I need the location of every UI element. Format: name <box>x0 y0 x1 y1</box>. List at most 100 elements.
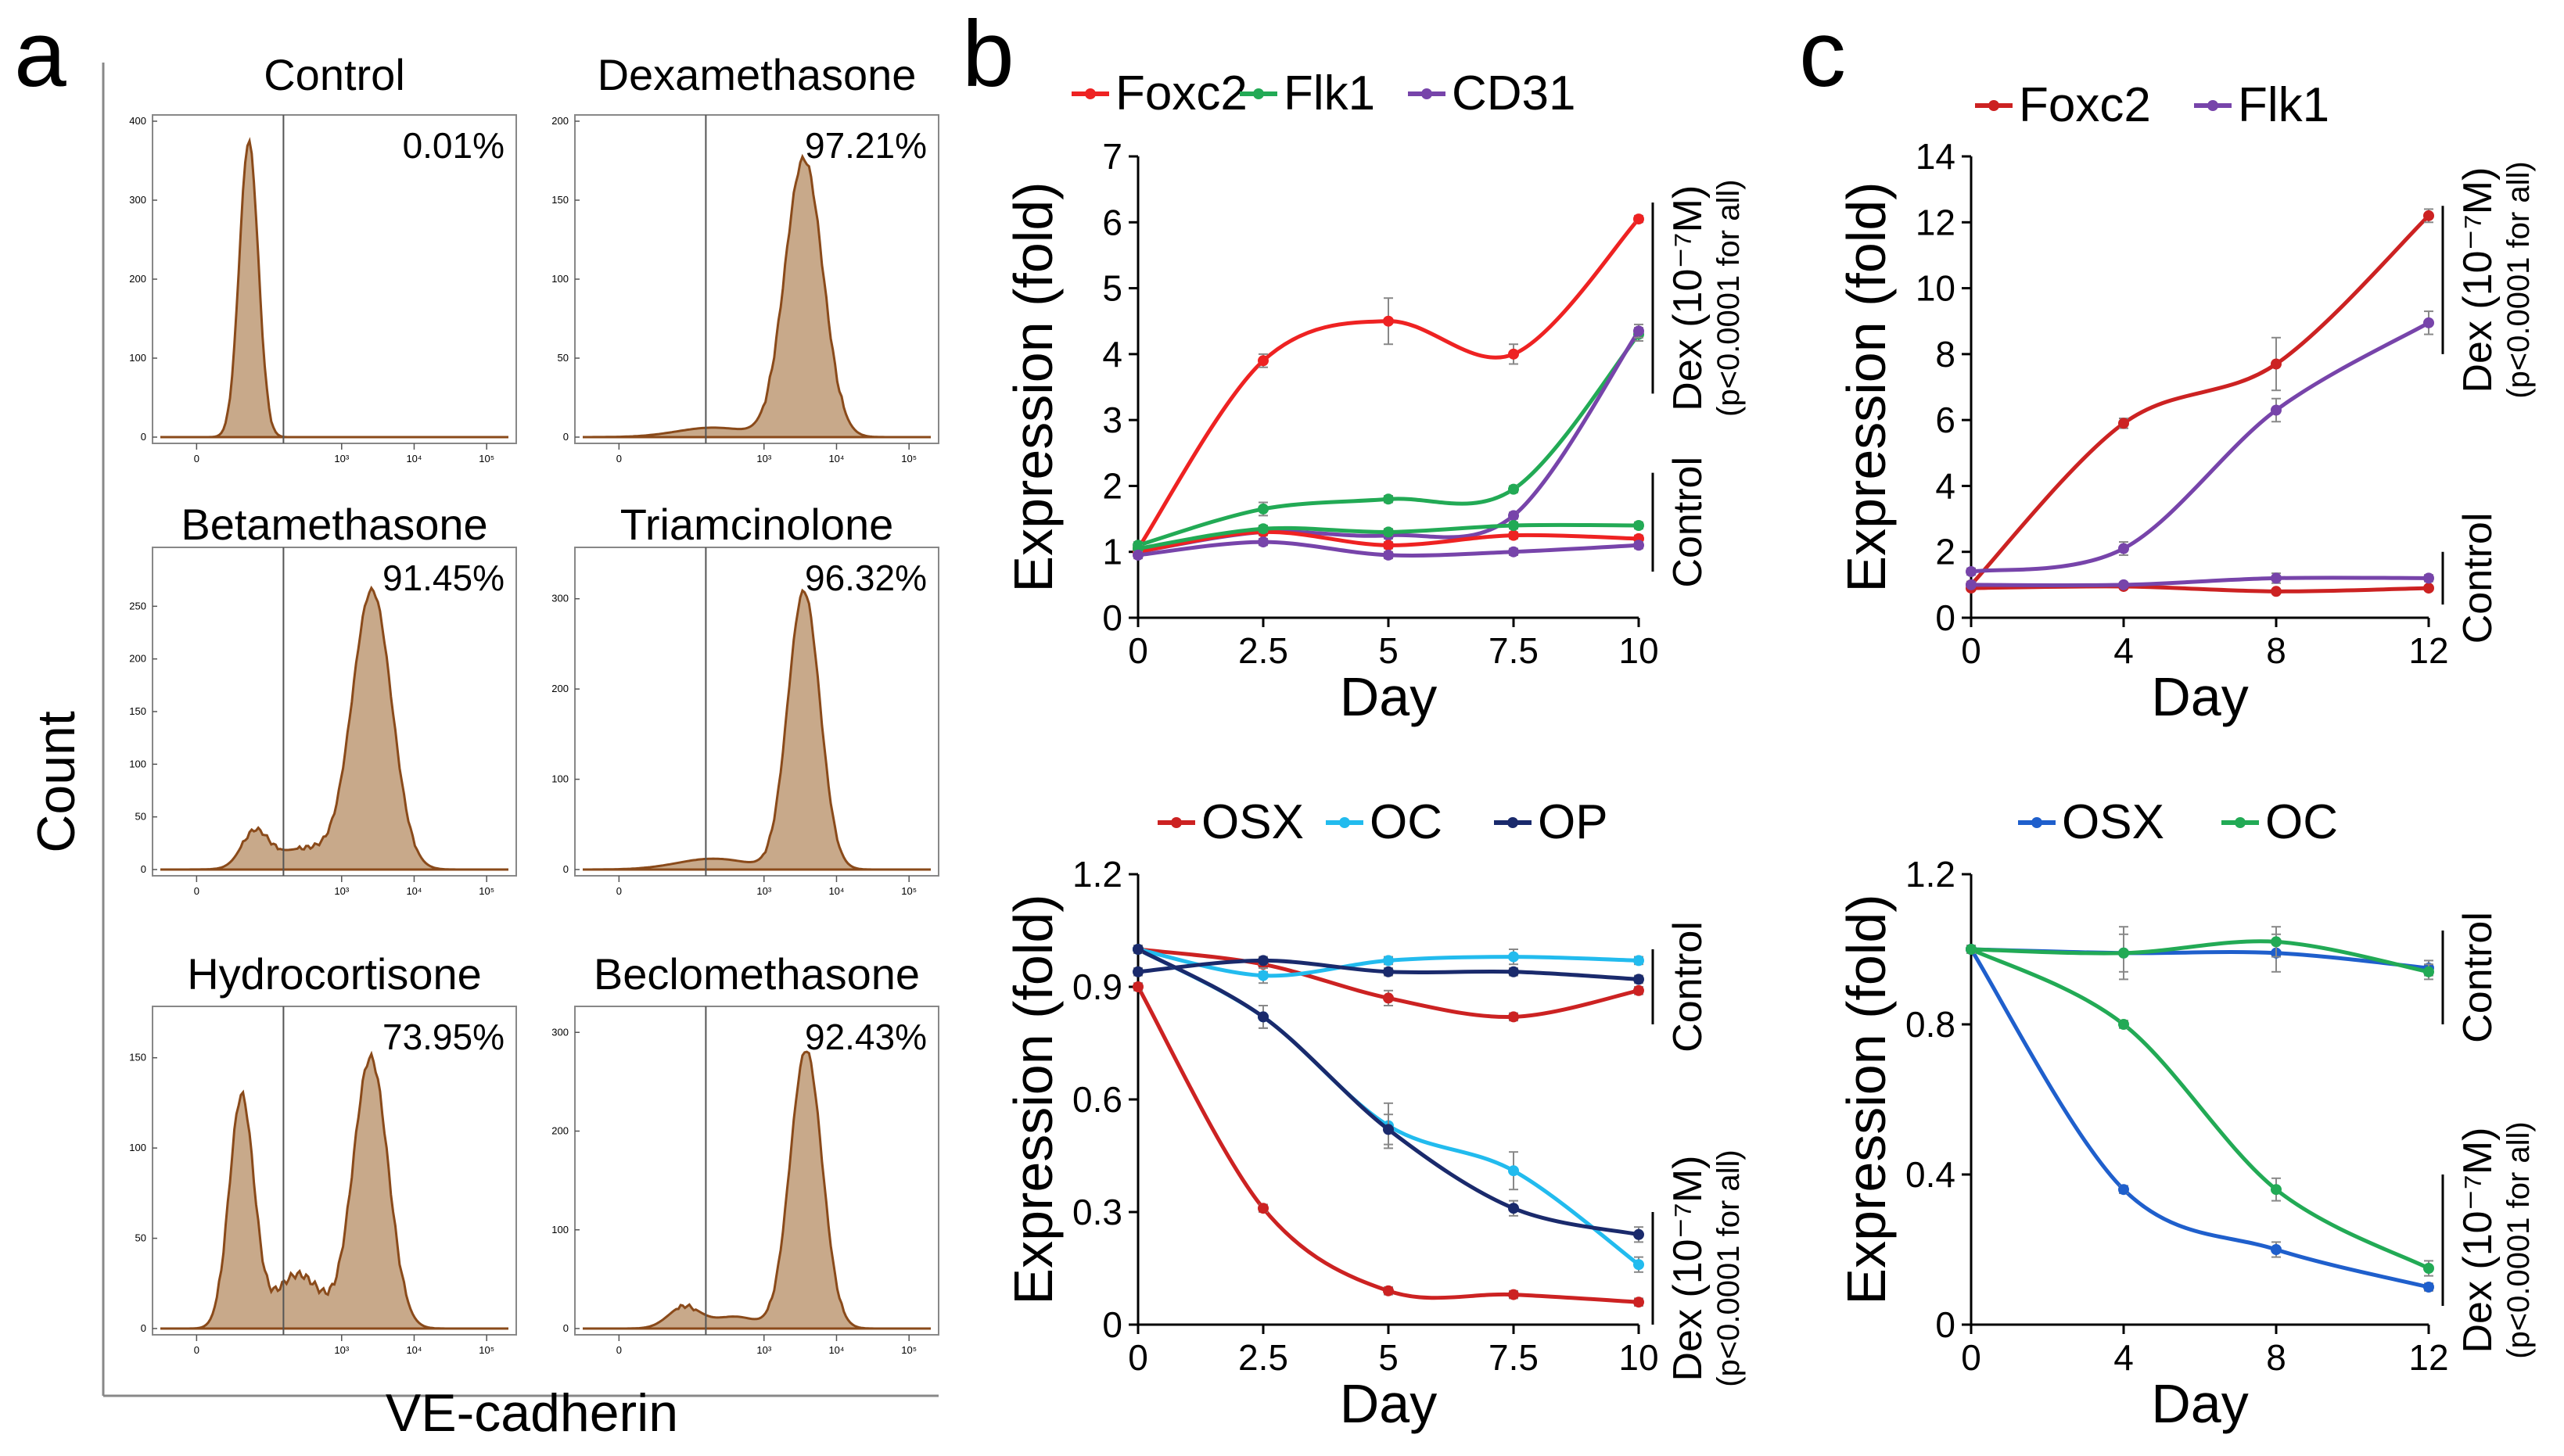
data-point <box>2118 418 2129 429</box>
legend-item-oc: OC <box>1326 795 1442 849</box>
data-point <box>1508 1203 1519 1214</box>
data-point <box>1633 213 1644 225</box>
bracket-dex: Dex (10⁻⁷M) (p<0.0001 for all) <box>1651 1149 1746 1387</box>
y-tick-label: 50 <box>558 352 569 364</box>
y-tick-label: 100 <box>129 352 146 364</box>
data-point <box>1383 493 1394 505</box>
y-tick-label: 14 <box>1916 136 1955 177</box>
y-tick-label: 150 <box>129 705 146 717</box>
x-tick-label: 0 <box>616 885 622 897</box>
legend-item-osx: OSX <box>2018 795 2164 849</box>
histogram-control: Control 0.01% 0 100 200 300 400 0 10³ 10⁴ 10⁵ <box>129 50 517 464</box>
data-point <box>2423 1263 2434 1274</box>
y-axis-label: Expression (fold) <box>1836 894 1897 1304</box>
data-point <box>1383 1285 1394 1296</box>
x-tick-label: 2.5 <box>1238 1337 1288 1378</box>
legend-item-oc: OC <box>2221 795 2338 849</box>
series-line <box>1136 985 1639 1304</box>
legend-label: CD31 <box>1452 66 1576 120</box>
x-tick-label: 10 <box>1618 630 1658 671</box>
histogram-triamcinolone: Triamcinolone 96.32% 0 100 200 300 0 10³ 10⁴ 10⁵ <box>551 500 939 897</box>
x-tick-label: 10⁴ <box>406 453 422 464</box>
y-axis-label: Expression (fold) <box>1003 894 1064 1304</box>
y-tick-label: 250 <box>129 600 146 611</box>
histogram-area <box>160 137 508 439</box>
x-tick-label: 5 <box>1378 630 1399 671</box>
x-tick-label: 10⁵ <box>901 1344 917 1356</box>
histogram-title: Control <box>264 50 405 99</box>
data-point <box>1258 955 1269 966</box>
histogram-title: Betamethasone <box>181 500 487 549</box>
series-line <box>1137 333 1640 547</box>
x-tick-label: 0 <box>1128 1337 1148 1378</box>
legend-label: Foxc2 <box>1115 66 1248 120</box>
data-point <box>1258 1203 1269 1214</box>
data-point <box>2271 936 2282 948</box>
bracket-label: Dex (10⁻⁷M) <box>2455 167 2501 393</box>
x-tick-label: 0 <box>194 453 199 464</box>
x-tick-label: 10⁵ <box>901 453 917 464</box>
data-point <box>1633 955 1644 966</box>
y-tick-label: 1 <box>1102 532 1122 572</box>
bracket-control: Control <box>1651 921 1711 1053</box>
series-flk1-dex <box>1966 310 2434 577</box>
y-axis-label: Expression (fold) <box>1836 181 1897 592</box>
y-tick-label: 150 <box>551 194 569 206</box>
series-line <box>1970 214 2430 586</box>
y-tick-label: 100 <box>129 1142 146 1153</box>
data-point <box>1508 529 1519 541</box>
y-tick-label: 8 <box>1935 334 1955 375</box>
legend-label: OC <box>1370 795 1442 849</box>
legend-label: Flk1 <box>2238 78 2329 132</box>
histogram-frame <box>152 1006 517 1336</box>
data-point <box>1508 1289 1519 1300</box>
panel-a-ylabel: Count <box>27 711 86 853</box>
x-tick-label: 0 <box>1128 630 1148 671</box>
y-tick-label: 200 <box>551 683 569 694</box>
x-tick-label: 0 <box>194 1344 199 1356</box>
data-point <box>2271 1244 2282 1255</box>
histogram-title: Hydrocortisone <box>187 949 482 999</box>
data-point <box>1508 1165 1519 1177</box>
series-line <box>1137 329 1641 554</box>
series-op-dex <box>1133 944 1644 1243</box>
data-point <box>1383 1124 1394 1135</box>
x-tick-label: 10⁴ <box>828 453 844 464</box>
data-point <box>1508 1011 1519 1023</box>
data-point <box>1133 549 1144 561</box>
bracket-label: Control <box>2455 513 2501 644</box>
data-point <box>2118 947 2129 959</box>
bracket-note: (p<0.0001 for all) <box>1711 179 1746 417</box>
x-tick-label: 10³ <box>756 885 771 897</box>
data-point <box>1633 1228 1644 1240</box>
legend-marker <box>1171 817 1182 828</box>
data-point <box>1383 992 1394 1004</box>
gate-percent: 97.21% <box>805 125 927 166</box>
legend-marker <box>1253 88 1264 99</box>
chart-b-bottom: 0 0.3 0.6 0.9 1.2 0 2.5 5 7.5 10 Day Expression (fo… <box>1003 795 1746 1434</box>
panel-c: c 0 2 4 6 8 10 12 14 0 4 8 12 Day Expression (fold) Fox… <box>1799 2 2536 1434</box>
y-tick-label: 0 <box>1935 597 1955 638</box>
bracket-label: Control <box>2455 912 2501 1043</box>
bracket-note: (p<0.0001 for all) <box>1711 1149 1746 1387</box>
y-tick-label: 4 <box>1102 334 1122 375</box>
chart-c-bottom: 0 0.4 0.8 1.2 0 4 8 12 Day Expression (fold) OSX OC… <box>1836 795 2536 1434</box>
bracket-control: Control <box>1651 457 1711 588</box>
series-line <box>1970 939 2429 974</box>
x-tick-label: 7.5 <box>1488 1337 1539 1378</box>
legend-item-foxc2: Foxc2 <box>1072 66 1248 120</box>
bracket-label: Control <box>1665 457 1711 588</box>
y-tick-label: 0 <box>1935 1304 1955 1345</box>
series-oc-dex <box>1966 944 2434 1277</box>
x-tick-label: 10 <box>1618 1337 1658 1378</box>
x-tick-label: 10³ <box>756 453 771 464</box>
data-point <box>1508 483 1519 495</box>
y-tick-label: 3 <box>1102 400 1122 440</box>
x-tick-label: 0 <box>1961 1337 1981 1378</box>
data-point <box>2423 210 2434 221</box>
y-tick-label: 12 <box>1916 202 1955 242</box>
x-tick-label: 0 <box>1961 630 1981 671</box>
legend-item-cd31: CD31 <box>1408 66 1576 120</box>
x-tick-label: 0 <box>616 453 622 464</box>
legend-item-op: OP <box>1494 795 1608 849</box>
